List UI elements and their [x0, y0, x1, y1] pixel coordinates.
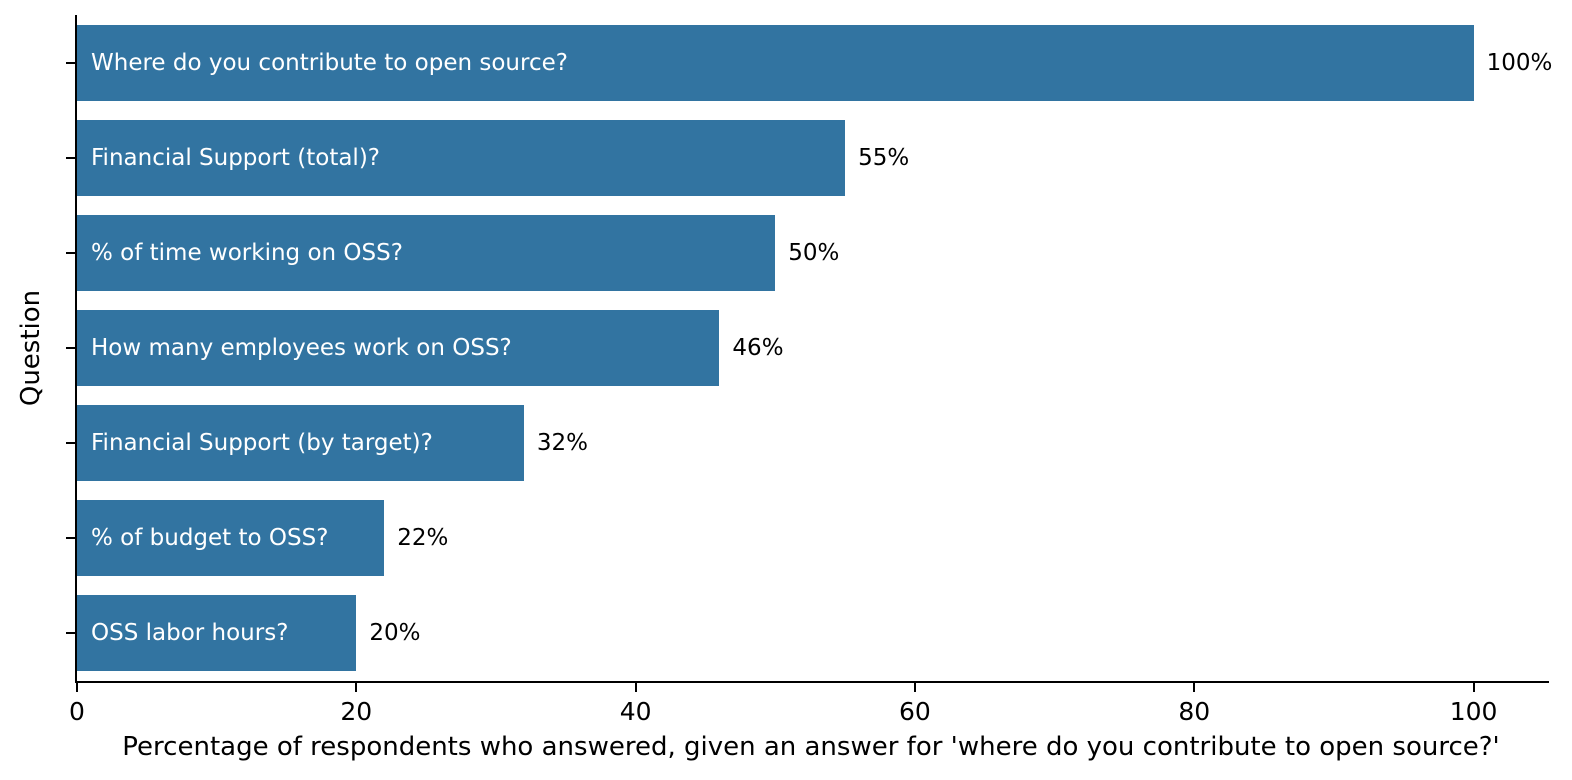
plot-area: Where do you contribute to open source? 1…	[66, 15, 1552, 726]
bar: Financial Support (by target)?	[77, 405, 524, 482]
bar: % of budget to OSS?	[77, 500, 385, 577]
x-axis-tick	[1193, 683, 1196, 692]
y-axis-tick	[66, 61, 75, 64]
bar-category-label: % of time working on OSS?	[91, 239, 403, 266]
x-tick-label: 40	[619, 697, 652, 726]
bar-row: Financial Support (by target)? 32%	[66, 396, 1549, 491]
bar: % of time working on OSS?	[77, 214, 776, 291]
bar-row: % of time working on OSS? 50%	[66, 205, 1549, 300]
y-axis-tick	[66, 156, 75, 159]
x-tick-label: 60	[899, 697, 931, 726]
bar-row: Where do you contribute to open source? 1…	[66, 15, 1552, 110]
y-axis-tick	[66, 346, 75, 349]
bar-category-label: Financial Support (total)?	[91, 144, 381, 171]
y-axis-title: Question	[16, 289, 46, 407]
x-tick-label: 20	[340, 697, 373, 726]
bar-value-label: 46%	[732, 334, 784, 361]
x-axis-tick	[1472, 683, 1475, 692]
y-axis-tick	[66, 632, 75, 635]
bar-row: OSS labor hours? 20%	[66, 586, 1549, 681]
bar: OSS labor hours?	[77, 595, 357, 672]
bar-value-label: 50%	[788, 239, 840, 266]
x-axis-title: Percentage of respondents who answered, …	[122, 732, 1500, 762]
x-axis-tick	[913, 683, 916, 692]
x-tick-label: 80	[1178, 697, 1211, 726]
bar-value-label: 100%	[1486, 49, 1553, 76]
bar-value-label: 22%	[397, 525, 449, 552]
y-axis-tick	[66, 251, 75, 254]
bar-value-label: 32%	[536, 430, 589, 457]
y-axis-tick	[66, 537, 75, 540]
bar-category-label: How many employees work on OSS?	[91, 334, 512, 361]
bar-row: Financial Support (total)? 55%	[66, 110, 1549, 205]
x-axis-tick	[634, 683, 637, 692]
x-axis-tick	[355, 683, 358, 692]
bar-category-label: Where do you contribute to open source?	[91, 49, 568, 76]
bar: How many employees work on OSS?	[77, 309, 720, 386]
bar-category-label: Financial Support (by target)?	[91, 430, 433, 457]
bar-row: % of budget to OSS? 22%	[66, 491, 1549, 586]
bar-value-label: 20%	[369, 620, 421, 647]
x-tick-label: 100	[1449, 697, 1498, 726]
bar: Where do you contribute to open source?	[77, 24, 1474, 101]
bar-value-label: 55%	[858, 144, 910, 171]
x-axis-tick	[76, 683, 78, 692]
bar-category-label: % of budget to OSS?	[91, 525, 329, 552]
y-axis-tick	[66, 442, 75, 445]
bar: Financial Support (total)?	[77, 119, 846, 196]
x-tick-label: 0	[69, 697, 85, 726]
bar-category-label: OSS labor hours?	[91, 620, 289, 647]
bar-row: How many employees work on OSS? 46%	[66, 300, 1549, 395]
